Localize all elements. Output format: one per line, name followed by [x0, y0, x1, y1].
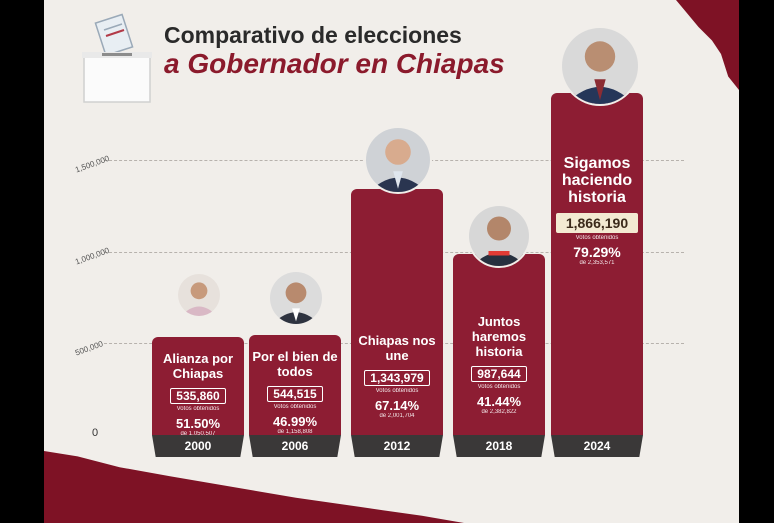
bar-2006: Por el bien de todos 544,515 Votos obtenid…	[249, 335, 341, 435]
y-tick-label: 1,000,000	[74, 245, 111, 267]
data-label-votes: 987,644	[471, 365, 527, 382]
data-label-votes: 544,515	[267, 386, 323, 403]
votes-caption: Votos obtenidos	[575, 234, 619, 241]
bar-2024: Sigamos haciendo historia 1,866,190 Votos …	[551, 92, 643, 435]
data-label-percentage: 46.99%	[272, 414, 318, 430]
x-tick-label: 2006	[249, 435, 341, 457]
data-label-percentage: 67.14%	[374, 397, 420, 413]
data-label-total: de 2,382,822	[481, 408, 517, 415]
data-label-votes: 1,866,190	[555, 212, 639, 233]
data-label-votes: 1,343,979	[364, 369, 430, 386]
data-label-percentage: 41.44%	[476, 393, 522, 409]
data-label-percentage: 51.50%	[175, 415, 221, 431]
x-tick-label: 2012	[351, 435, 443, 457]
chart-title-line2: a Gobernador en Chiapas	[164, 48, 505, 79]
votes-caption: Votos obtenidos	[273, 404, 317, 411]
poster: Comparativo de elecciones a Gobernador e…	[44, 0, 739, 523]
y-tick-label: 0	[92, 427, 99, 439]
chart-title-line1: Comparativo de elecciones	[164, 22, 462, 48]
x-tick-label: 2024	[551, 435, 643, 457]
data-label-total: de 2,001,704	[379, 412, 415, 419]
data-label-total: de 1,158,808	[277, 429, 313, 436]
data-label-percentage: 79.29%	[573, 243, 621, 260]
ballot-box-icon	[82, 13, 152, 103]
bar-2000: Alianza por Chiapas 535,860 Votos obtenido…	[152, 336, 244, 437]
bar-2012: Chiapas nos une 1,343,979 Votos obtenidos 6…	[351, 188, 443, 435]
votes-caption: Votos obtenidos	[375, 387, 419, 394]
votes-caption: Votos obtenidos	[477, 383, 521, 390]
torn-corner-top-right	[676, 0, 739, 90]
x-tick-label: 2018	[453, 435, 545, 457]
y-tick-label: 1,500,000	[74, 153, 111, 175]
data-label-total: de 1,050,507	[180, 430, 216, 437]
candidate-photo-2012	[364, 126, 432, 194]
candidate-photo-2018	[467, 204, 531, 268]
bar-2018: Juntos haremos historia 987,644 Votos obte…	[453, 253, 545, 435]
coalition-label: Sigamos haciendo historia	[561, 154, 633, 206]
data-label-total: de 2,353,571	[579, 259, 615, 266]
candidate-photo-2006	[268, 270, 324, 326]
coalition-label: Alianza por Chiapas	[162, 350, 234, 381]
data-label-votes: 535,860	[170, 387, 226, 404]
coalition-label: Por el bien de todos	[252, 349, 338, 380]
coalition-label: Juntos haremos historia	[471, 313, 527, 359]
candidate-photo-2000	[176, 272, 222, 318]
x-tick-label: 2000	[152, 435, 244, 457]
votes-caption: Votos obtenidos	[176, 405, 220, 412]
candidate-photo-2024	[560, 26, 640, 106]
y-tick-label: 500,000	[74, 339, 105, 358]
coalition-label: Chiapas nos une	[358, 332, 436, 363]
